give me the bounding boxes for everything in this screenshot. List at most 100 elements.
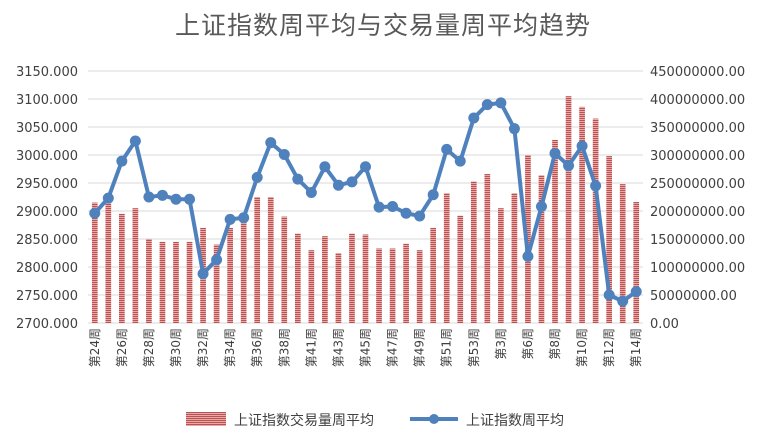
bar <box>579 106 585 323</box>
right-axis-tick-label: 450000000.00 <box>650 65 745 80</box>
left-axis-tick-label: 3100.000 <box>16 93 78 108</box>
bar <box>592 118 599 323</box>
line-point <box>414 210 426 222</box>
bar <box>240 213 247 323</box>
bar <box>146 239 152 323</box>
bar <box>254 197 261 323</box>
x-axis-tick-label: 第38周 <box>277 328 291 367</box>
left-axis-tick-label: 2950.000 <box>16 177 78 192</box>
line-point <box>603 289 615 301</box>
line-point <box>197 268 209 280</box>
line-point <box>184 193 196 205</box>
line-point <box>346 176 358 188</box>
line-point <box>143 191 155 203</box>
bar <box>470 181 477 323</box>
bar <box>281 216 288 323</box>
x-axis-tick-label: 第36周 <box>250 328 264 367</box>
right-axis-tick-label: 350000000.00 <box>650 121 745 136</box>
bar <box>565 96 572 323</box>
x-axis-tick-label: 第8周 <box>548 328 562 360</box>
right-axis-tick-label: 100000000.00 <box>650 261 745 276</box>
bar <box>633 202 640 323</box>
line-point <box>224 213 236 225</box>
bar <box>511 193 518 323</box>
bar <box>619 184 626 323</box>
line-point <box>319 161 331 173</box>
left-axis-tick-label: 3050.000 <box>16 121 78 136</box>
line-point <box>332 179 344 191</box>
line-point <box>292 173 304 185</box>
line-point <box>617 295 629 307</box>
legend-bar-swatch <box>186 412 226 426</box>
line-point <box>265 137 277 149</box>
bar <box>552 139 558 323</box>
bar <box>430 227 437 323</box>
line-point <box>387 201 399 213</box>
line-point <box>468 112 480 124</box>
x-axis-tick-label: 第41周 <box>304 328 318 367</box>
bar <box>91 202 98 323</box>
line-point <box>454 155 466 167</box>
x-axis-tick-label: 第34周 <box>223 328 237 367</box>
right-axis-ticks: 0.00 50000000.00 100000000.00 150000000.00 2… <box>650 65 745 332</box>
bar <box>132 208 139 323</box>
line-point <box>238 212 250 224</box>
x-axis-tick-label: 第30周 <box>169 328 183 367</box>
bar <box>159 241 166 323</box>
x-axis-tick-label: 第32周 <box>196 328 210 367</box>
left-axis-tick-label: 2900.000 <box>16 205 78 220</box>
x-axis-tick-label: 第47周 <box>386 328 400 367</box>
x-axis-tick-label: 第3周 <box>494 328 508 360</box>
left-axis-tick-label: 2800.000 <box>16 261 78 276</box>
left-axis-tick-label: 2850.000 <box>16 233 78 248</box>
bar-series <box>91 96 640 323</box>
bar <box>443 193 450 323</box>
right-axis-tick-label: 400000000.00 <box>650 93 745 108</box>
bar <box>484 174 491 323</box>
legend-line-label: 上证指数周平均 <box>466 413 564 429</box>
line-point <box>129 135 141 147</box>
line-point <box>481 99 493 111</box>
line-point <box>576 140 588 152</box>
right-axis-tick-label: 150000000.00 <box>650 233 745 248</box>
chart-title: 上证指数周平均与交易量周平均趋势 <box>175 11 591 40</box>
right-axis-tick-label: 50000000.00 <box>650 289 737 304</box>
bar <box>376 248 382 323</box>
left-axis-ticks: 2700.000 2750.000 2800.000 2850.000 2900.000… <box>16 65 78 332</box>
bar <box>227 227 233 323</box>
x-axis-tick-label: 第28周 <box>142 328 156 367</box>
line-point <box>508 123 520 135</box>
x-axis-tick-label: 第10周 <box>575 328 589 367</box>
line-point <box>89 207 101 219</box>
bar <box>606 156 613 323</box>
bar <box>322 236 328 323</box>
left-axis-tick-label: 3150.000 <box>16 65 78 80</box>
line-point <box>116 155 128 167</box>
right-axis-tick-label: 200000000.00 <box>650 205 745 220</box>
line-point <box>373 201 385 213</box>
line-point <box>535 201 547 213</box>
right-axis-tick-label: 300000000.00 <box>650 149 745 164</box>
bar <box>389 248 396 323</box>
line-point <box>495 97 507 109</box>
right-axis-tick-label: 250000000.00 <box>650 177 745 192</box>
legend: 上证指数交易量周平均 上证指数周平均 <box>186 412 564 429</box>
line-point <box>630 286 642 298</box>
line-point <box>156 189 168 201</box>
bar <box>416 250 423 323</box>
line-point <box>360 161 371 173</box>
right-axis-tick-label: 0.00 <box>650 317 679 332</box>
line-point <box>522 250 534 262</box>
x-axis-ticks: 第24周 第26周 第28周 第30周 第32周 第34周 第36周 第38周 第41周 第43周… <box>88 328 643 367</box>
bar <box>186 241 193 323</box>
bar <box>403 243 409 323</box>
left-axis-tick-label: 3000.000 <box>16 149 78 164</box>
line-point <box>305 187 317 199</box>
bar <box>538 175 545 323</box>
line-point <box>427 189 439 201</box>
bar <box>362 234 369 323</box>
bar <box>267 197 274 323</box>
bar <box>457 215 464 323</box>
gridlines <box>88 70 643 324</box>
